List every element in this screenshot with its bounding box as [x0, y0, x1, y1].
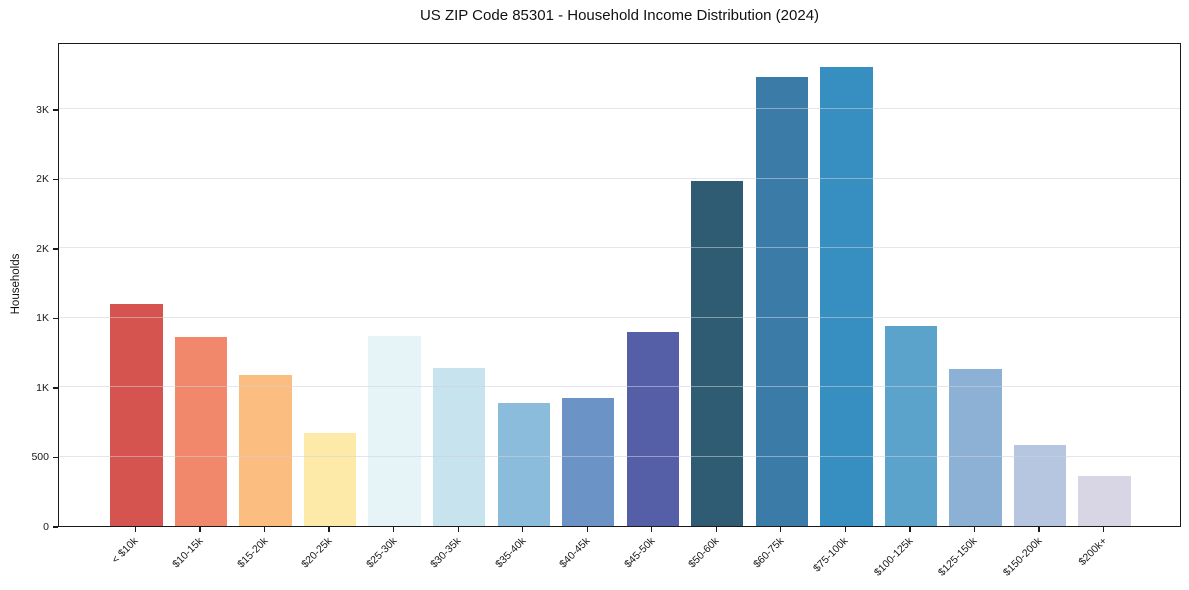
gridline — [59, 108, 1180, 109]
x-tick — [780, 527, 782, 532]
bar-$40-45k — [562, 398, 615, 526]
x-tick-label: < $10k — [109, 535, 141, 566]
gridline — [59, 455, 1180, 457]
y-tick — [53, 456, 58, 459]
x-tick — [457, 527, 459, 532]
bar-$30-35k — [433, 368, 486, 526]
y-tick — [53, 178, 58, 181]
bar-$25-30k — [368, 336, 421, 526]
bar-$35-40k — [497, 403, 550, 526]
bar-$100-125k — [884, 325, 938, 526]
x-tick — [1102, 527, 1105, 532]
x-tick — [909, 527, 911, 532]
y-tick — [53, 109, 58, 111]
y-tick — [53, 387, 58, 389]
bar-$20-25k — [303, 432, 357, 526]
x-tick — [651, 527, 653, 532]
y-tick-label: 500 — [31, 451, 49, 464]
gridline — [59, 177, 1180, 179]
y-tick-label: 2K — [36, 242, 49, 255]
x-tick — [844, 527, 846, 532]
y-tick — [53, 526, 58, 528]
bar-$50-60k — [691, 180, 744, 526]
x-tick — [134, 527, 137, 532]
x-tick — [1038, 527, 1040, 532]
y-tick — [53, 317, 58, 320]
y-tick — [53, 248, 58, 250]
y-tick-label: 3K — [36, 103, 49, 116]
bar-$150-200k — [1013, 445, 1067, 526]
bar-$15-20k — [239, 374, 292, 526]
bar-$10-15k — [174, 336, 228, 526]
plot-area — [58, 43, 1181, 527]
bar-$75-100k — [820, 67, 873, 526]
gridline — [59, 316, 1180, 318]
chart-title: US ZIP Code 85301 - Household Income Dis… — [419, 7, 820, 24]
x-tick — [973, 527, 976, 532]
gridline — [59, 247, 1180, 248]
gridline — [59, 386, 1180, 387]
x-tick — [393, 527, 395, 532]
x-tick — [586, 527, 588, 532]
x-tick — [328, 527, 330, 532]
x-tick — [715, 527, 717, 532]
x-tick — [199, 527, 201, 532]
y-tick-label: 1K — [36, 312, 49, 325]
y-tick-label: 2K — [36, 173, 49, 186]
bar-$200k+ — [1078, 475, 1131, 526]
x-tick — [263, 527, 266, 532]
y-tick-label: 1K — [36, 381, 49, 394]
y-tick-label: 0 — [43, 521, 49, 533]
bar-< $10k — [110, 304, 163, 526]
bar-$60-75k — [755, 77, 808, 526]
bar-$45-50k — [626, 332, 679, 526]
bar-$125-150k — [949, 368, 1002, 526]
x-tick — [522, 527, 524, 532]
